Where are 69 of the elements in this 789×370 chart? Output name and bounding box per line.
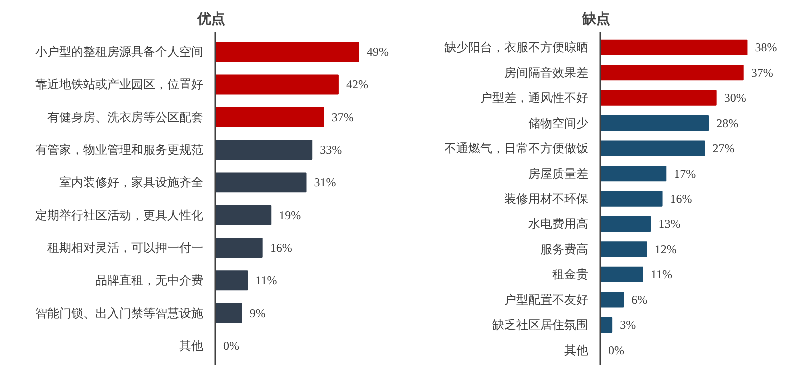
data-label: 28% <box>716 116 739 130</box>
y-tick-label: 户型差，通风性不好 <box>480 91 588 106</box>
y-tick-label: 缺少阳台，衣服不方便晾晒 <box>444 40 588 55</box>
bar <box>600 242 648 258</box>
data-label: 16% <box>670 192 692 206</box>
data-label: 19% <box>279 208 302 222</box>
bar <box>216 42 360 62</box>
bar <box>600 65 744 81</box>
bar <box>600 40 748 56</box>
y-tick-label: 其他 <box>564 343 588 358</box>
data-label: 3% <box>620 318 636 332</box>
data-label: 0% <box>608 343 624 358</box>
data-label: 37% <box>332 110 354 124</box>
y-tick-label: 不通燃气，日常不方便做饭 <box>444 142 588 156</box>
y-tick-label: 定期举行社区活动，更具人性化 <box>36 208 204 222</box>
bar <box>216 74 339 95</box>
data-label: 11% <box>256 274 278 288</box>
data-label: 11% <box>650 268 673 282</box>
y-tick-label: 品牌直租，无中介费 <box>96 274 204 288</box>
y-tick-label: 户型配置不友好 <box>504 292 588 307</box>
bar <box>216 140 313 160</box>
y-tick-label: 服务费高 <box>540 242 588 256</box>
bar <box>216 238 263 258</box>
y-tick-label: 靠近地铁站或产业园区，位置好 <box>36 78 204 92</box>
bar <box>216 303 242 324</box>
data-label: 31% <box>314 176 336 190</box>
y-tick-label: 储物空间少 <box>528 116 588 130</box>
data-label: 37% <box>751 66 774 80</box>
y-tick-label: 装修用材不环保 <box>504 192 588 206</box>
data-label: 6% <box>632 292 648 307</box>
data-label: 30% <box>724 91 746 106</box>
y-tick-label: 室内装修好，家具设施齐全 <box>60 176 204 190</box>
y-tick-label: 租期相对灵活，可以押一付一 <box>48 240 204 255</box>
bar <box>600 266 644 282</box>
bar <box>600 292 624 308</box>
y-tick-label: 房间隔音效果差 <box>504 66 588 80</box>
chart-title: 缺点 <box>582 12 610 28</box>
y-tick-label: 租金贵 <box>552 268 588 282</box>
y-tick-label: 智能门锁、出入门禁等智慧设施 <box>36 306 204 320</box>
bar <box>600 216 652 232</box>
data-label: 12% <box>654 242 677 256</box>
data-label: 16% <box>270 240 292 255</box>
bar <box>216 172 307 193</box>
bar <box>600 166 667 182</box>
y-tick-label: 小户型的整租房源具备个人空间 <box>36 45 204 60</box>
y-tick-label: 其他 <box>180 338 204 353</box>
bar <box>600 317 613 333</box>
data-label: 9% <box>250 306 266 320</box>
bar <box>600 191 663 207</box>
chart-title: 优点 <box>196 12 226 28</box>
bar <box>216 107 324 128</box>
y-tick-label: 缺乏社区居住氛围 <box>492 318 588 332</box>
data-label: 42% <box>346 78 368 92</box>
y-tick-label: 有管家，物业管理和服务更规范 <box>36 143 204 158</box>
bar <box>600 140 706 156</box>
data-label: 17% <box>674 166 696 181</box>
y-tick-label: 水电费用高 <box>528 217 588 232</box>
bar <box>216 270 248 291</box>
y-tick-label: 有健身房、洗衣房等公区配套 <box>48 110 204 124</box>
data-label: 38% <box>755 40 778 55</box>
bar <box>600 90 717 106</box>
bar <box>216 205 272 226</box>
bar <box>600 116 710 132</box>
data-label: 27% <box>712 142 735 156</box>
data-label: 13% <box>658 217 681 232</box>
data-label: 33% <box>320 143 342 158</box>
data-label: 49% <box>366 45 389 60</box>
y-tick-label: 房屋质量差 <box>528 166 588 181</box>
data-label: 0% <box>224 338 240 353</box>
